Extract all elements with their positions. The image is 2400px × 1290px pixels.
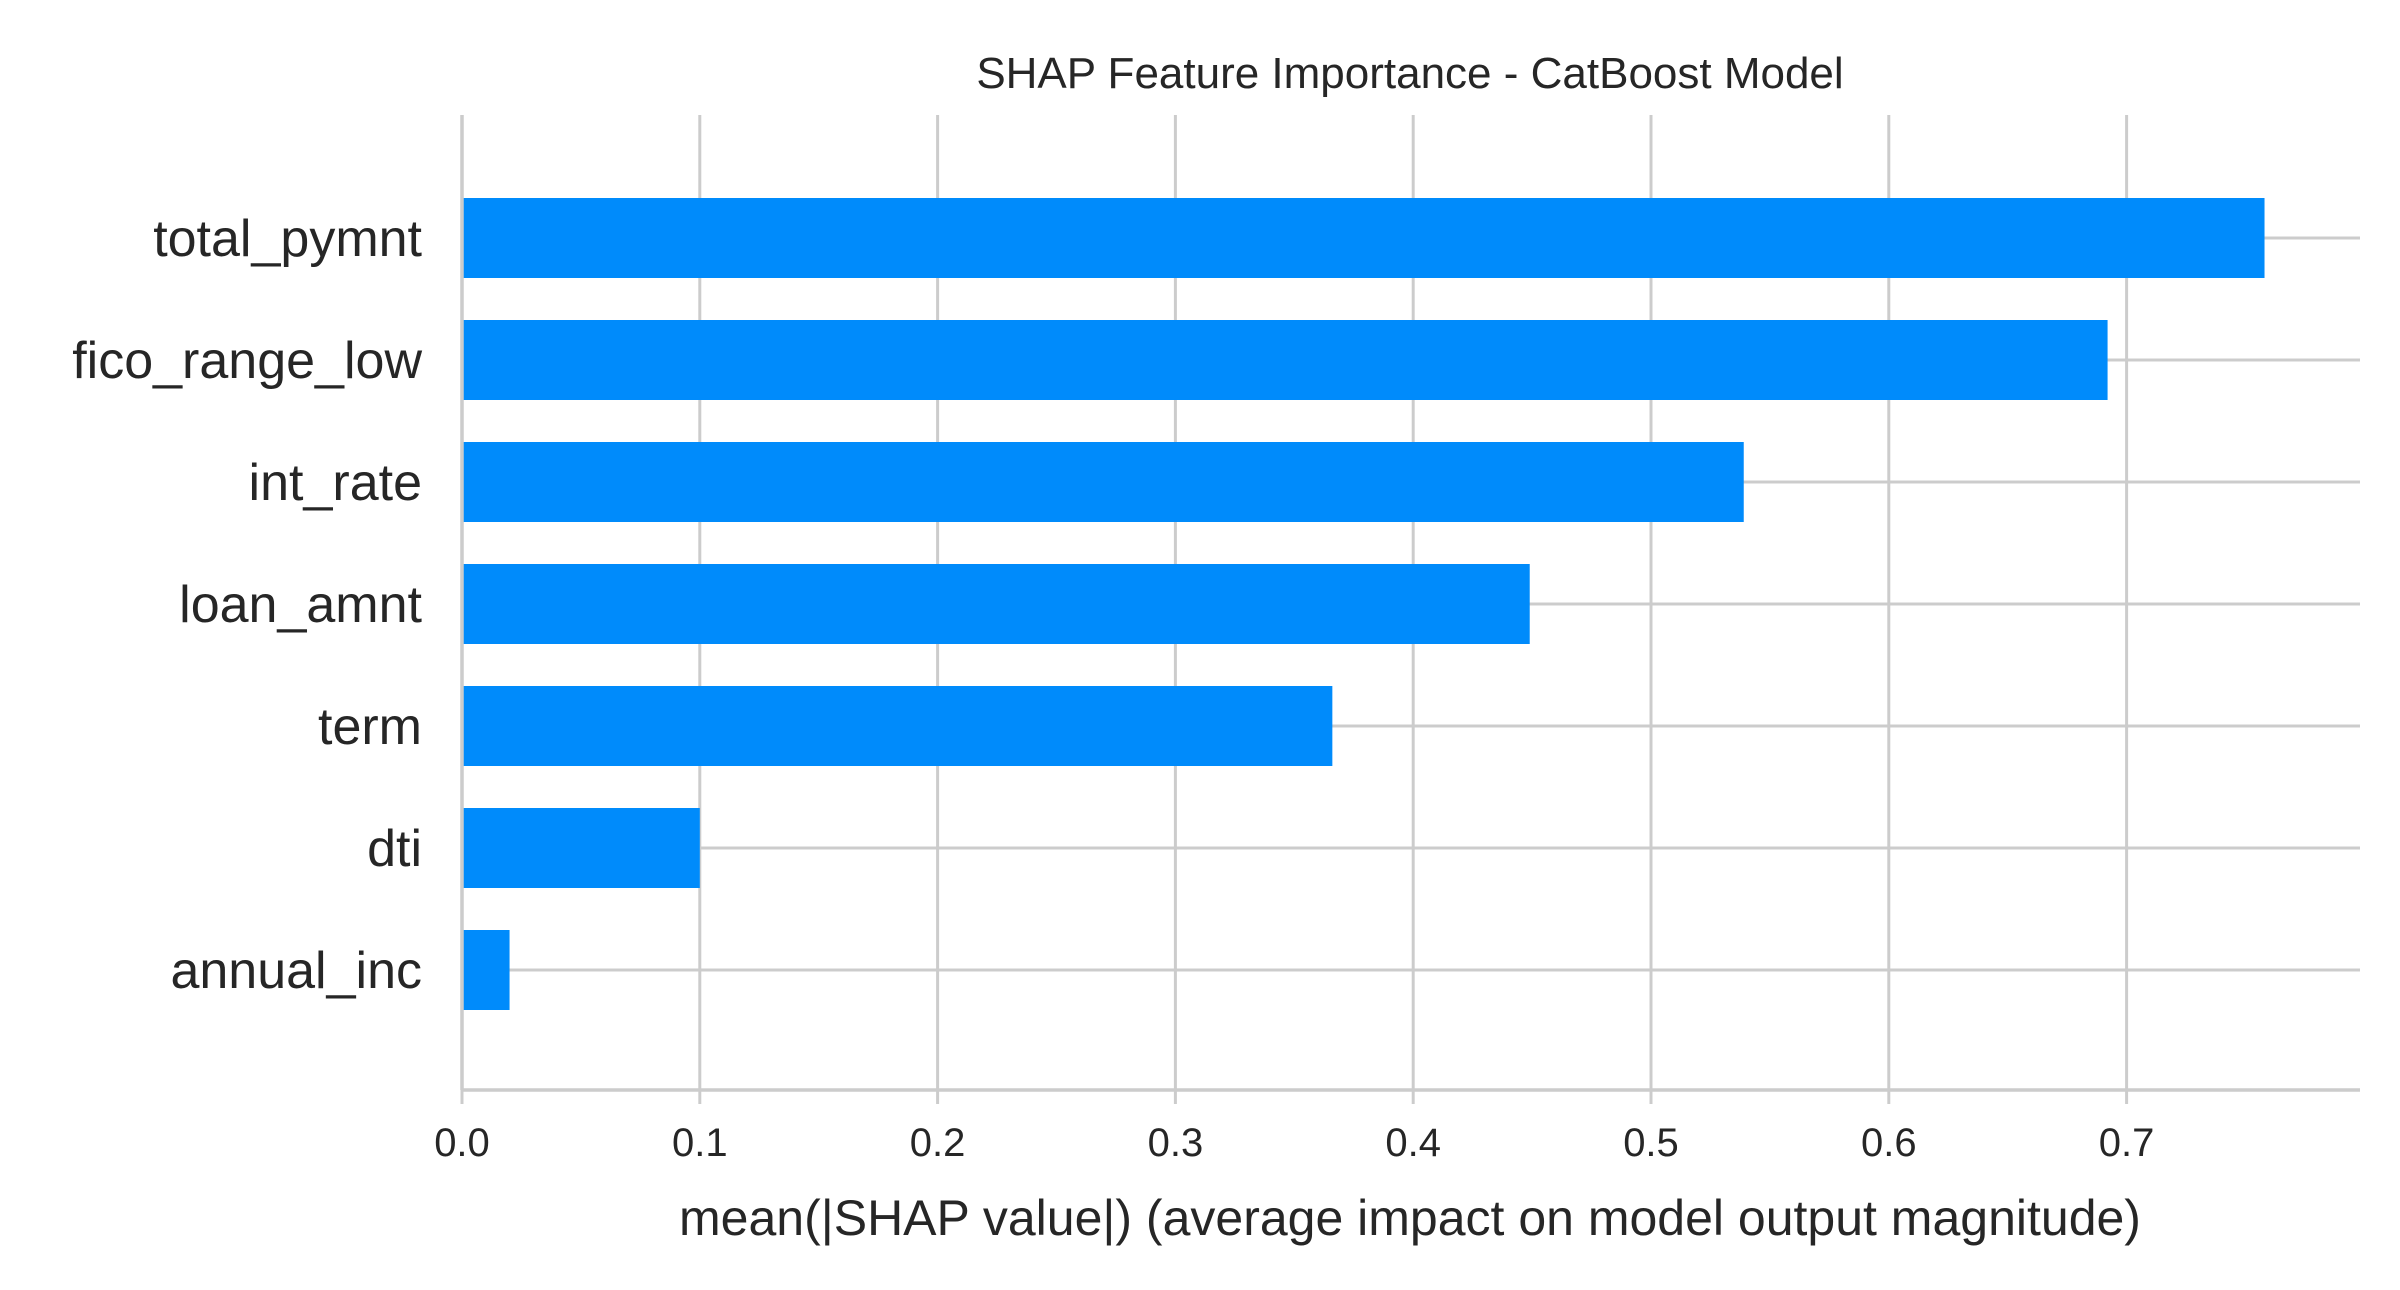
- x-tick-label: 0.4: [1385, 1121, 1441, 1165]
- bar-total-pymnt: [462, 198, 2265, 278]
- bar-term: [462, 686, 1333, 766]
- category-label: loan_amnt: [179, 576, 422, 634]
- x-axis-label: mean(|SHAP value|) (average impact on mo…: [679, 1190, 2141, 1246]
- x-tick-label: 0.6: [1861, 1121, 1917, 1165]
- x-tick-label: 0.7: [2099, 1121, 2155, 1165]
- x-tick-label: 0.3: [1148, 1121, 1204, 1165]
- bar-fico-range-low: [462, 320, 2108, 400]
- bar-loan-amnt: [462, 564, 1530, 644]
- category-label: total_pymnt: [153, 210, 422, 268]
- x-tick-label: 0.2: [910, 1121, 966, 1165]
- bar-dti: [462, 808, 700, 888]
- chart-title: SHAP Feature Importance - CatBoost Model: [976, 49, 1843, 98]
- bars-layer: [462, 198, 2265, 1010]
- category-label: fico_range_low: [72, 332, 422, 390]
- category-label: annual_inc: [170, 942, 422, 1000]
- category-label: term: [318, 698, 422, 756]
- x-tick-label: 0.0: [434, 1121, 490, 1165]
- x-tick-label: 0.5: [1623, 1121, 1679, 1165]
- category-label: dti: [367, 820, 422, 878]
- bar-annual-inc: [462, 930, 510, 1010]
- bar-int-rate: [462, 442, 1744, 522]
- axis-layer: 0.0 0.1 0.2 0.3 0.4 0.5 0.6 0.7 total_pymnt fico_…: [72, 115, 2360, 1165]
- category-label: int_rate: [249, 454, 422, 512]
- x-tick-label: 0.1: [672, 1121, 728, 1165]
